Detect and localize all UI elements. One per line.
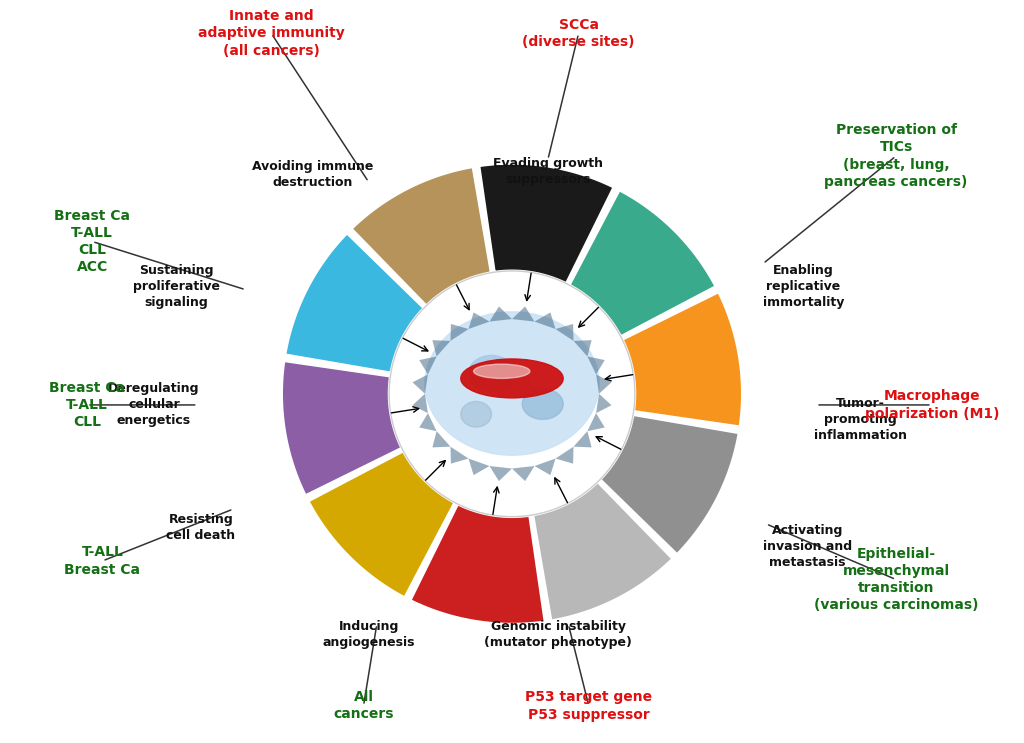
Polygon shape (410, 504, 545, 624)
Text: Tumor-
promoting
inflammation: Tumor- promoting inflammation (814, 398, 907, 442)
Polygon shape (282, 361, 401, 496)
Polygon shape (535, 312, 555, 329)
Text: Resisting
cell death: Resisting cell death (166, 513, 236, 542)
Polygon shape (413, 374, 428, 394)
Polygon shape (600, 415, 739, 554)
Ellipse shape (468, 355, 514, 392)
Ellipse shape (461, 359, 563, 398)
Text: Epithelial-
mesenchymal
transition
(various carcinomas): Epithelial- mesenchymal transition (vari… (814, 547, 978, 612)
Text: Genomic instability
(mutator phenotype): Genomic instability (mutator phenotype) (484, 620, 632, 649)
Polygon shape (489, 306, 512, 322)
Polygon shape (569, 190, 716, 337)
Polygon shape (489, 466, 512, 481)
Text: Macrophage
polarization (M1): Macrophage polarization (M1) (864, 389, 999, 421)
Text: Sustaining
proliferative
signaling: Sustaining proliferative signaling (133, 264, 220, 308)
Polygon shape (512, 466, 535, 481)
Polygon shape (469, 312, 489, 329)
Polygon shape (389, 271, 635, 516)
Polygon shape (432, 340, 451, 357)
Polygon shape (479, 163, 614, 284)
Text: Inducing
angiogenesis: Inducing angiogenesis (323, 620, 415, 649)
Text: Deregulating
cellular
energetics: Deregulating cellular energetics (109, 383, 200, 427)
Polygon shape (532, 481, 673, 621)
Text: Enabling
replicative
immortality: Enabling replicative immortality (763, 264, 844, 308)
Polygon shape (451, 324, 469, 341)
Text: P53 target gene
P53 suppressor: P53 target gene P53 suppressor (525, 690, 652, 721)
Polygon shape (419, 357, 436, 374)
Polygon shape (535, 458, 555, 476)
Text: Avoiding immune
destruction: Avoiding immune destruction (252, 160, 373, 189)
Polygon shape (596, 374, 611, 394)
Polygon shape (623, 292, 742, 426)
Polygon shape (573, 431, 592, 447)
Text: SCCa
(diverse sites): SCCa (diverse sites) (522, 18, 635, 49)
Polygon shape (308, 451, 455, 597)
Polygon shape (512, 306, 535, 322)
Ellipse shape (425, 312, 599, 455)
Polygon shape (596, 394, 611, 413)
Text: Evading growth
suppressors: Evading growth suppressors (493, 157, 603, 186)
Text: All
cancers: All cancers (333, 690, 394, 721)
Text: Breast Ca
T-ALL
CLL
ACC: Breast Ca T-ALL CLL ACC (54, 209, 130, 274)
Polygon shape (285, 233, 424, 373)
Ellipse shape (494, 369, 530, 398)
Polygon shape (588, 413, 605, 431)
Polygon shape (588, 357, 605, 374)
Text: Breast Ca
T-ALL
CLL: Breast Ca T-ALL CLL (49, 380, 125, 429)
Polygon shape (451, 447, 468, 464)
Polygon shape (413, 394, 428, 413)
Text: Innate and
adaptive immunity
(all cancers): Innate and adaptive immunity (all cancer… (198, 9, 345, 58)
Ellipse shape (522, 389, 563, 419)
Text: Preservation of
TICs
(breast, lung,
pancreas cancers): Preservation of TICs (breast, lung, panc… (824, 123, 968, 189)
Polygon shape (555, 324, 573, 341)
Polygon shape (432, 431, 451, 447)
Polygon shape (351, 166, 492, 306)
Polygon shape (573, 340, 592, 357)
Text: Activating
invasion and
metastasis: Activating invasion and metastasis (763, 524, 852, 568)
Polygon shape (468, 458, 489, 476)
Polygon shape (555, 447, 573, 464)
Text: T-ALL
Breast Ca: T-ALL Breast Ca (65, 545, 140, 577)
Ellipse shape (461, 401, 492, 427)
Ellipse shape (473, 364, 530, 378)
Polygon shape (419, 413, 436, 431)
